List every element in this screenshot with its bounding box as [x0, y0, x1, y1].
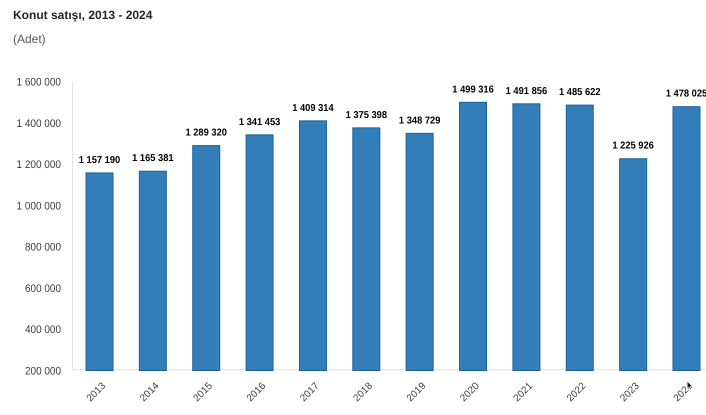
svg-text:1 157 190: 1 157 190: [79, 155, 121, 166]
svg-text:Konut satışı, 2013 - 2024: Konut satışı, 2013 - 2024: [13, 8, 153, 22]
svg-text:1 375 398: 1 375 398: [346, 110, 388, 121]
svg-text:1 200 000: 1 200 000: [17, 159, 62, 171]
svg-text:1 485 622: 1 485 622: [559, 87, 601, 98]
svg-text:200 000: 200 000: [25, 366, 61, 378]
svg-text:1 600 000: 1 600 000: [17, 77, 62, 89]
svg-text:1 289 320: 1 289 320: [185, 128, 227, 139]
svg-text:800 000: 800 000: [25, 242, 61, 254]
svg-text:1 491 856: 1 491 856: [506, 86, 548, 97]
svg-text:1 409 314: 1 409 314: [292, 103, 334, 114]
svg-text:600 000: 600 000: [25, 283, 61, 295]
svg-text:1 499 316: 1 499 316: [452, 84, 494, 95]
svg-text:1 341 453: 1 341 453: [239, 117, 281, 128]
svg-text:1 165 381: 1 165 381: [132, 153, 174, 164]
svg-text:1 225 926: 1 225 926: [612, 141, 654, 152]
svg-text:1 348 729: 1 348 729: [399, 115, 441, 126]
svg-text:1 478 025: 1 478 025: [666, 89, 706, 100]
svg-text:1 400 000: 1 400 000: [17, 118, 62, 130]
svg-text:400 000: 400 000: [25, 324, 61, 336]
svg-text:1 000 000: 1 000 000: [17, 200, 62, 212]
svg-text:(Adet): (Adet): [13, 32, 46, 46]
